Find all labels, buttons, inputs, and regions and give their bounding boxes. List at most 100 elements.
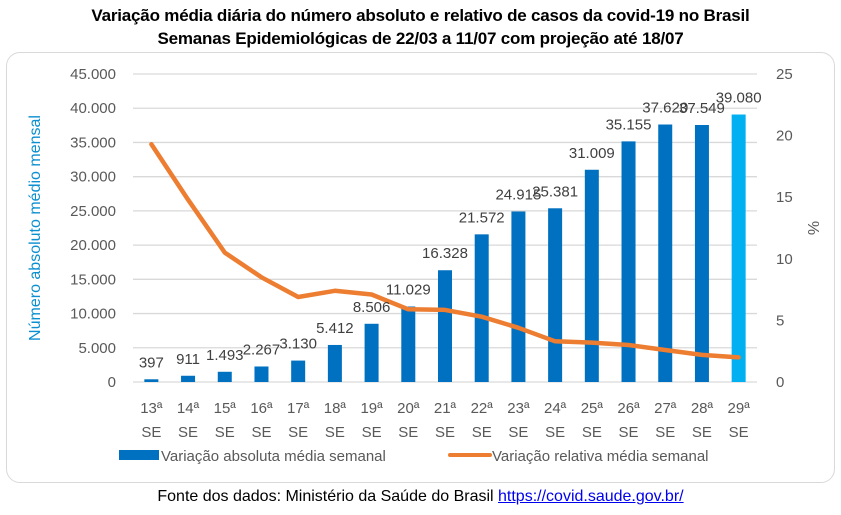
x-tick-label-sub: SE bbox=[508, 424, 528, 441]
x-tick-label: 20ª bbox=[397, 400, 420, 417]
bar bbox=[548, 208, 563, 382]
line-series bbox=[149, 141, 741, 360]
bar bbox=[327, 344, 342, 382]
y-left-tick-label: 20.000 bbox=[70, 237, 116, 254]
legend: Variação absoluta média semanal Variação… bbox=[119, 448, 709, 465]
bar-data-label: 3.130 bbox=[279, 336, 317, 353]
bar-data-label: 911 bbox=[176, 351, 200, 368]
bar-data-label: 39.080 bbox=[716, 90, 762, 107]
y-left-tick-label: 45.000 bbox=[70, 66, 116, 83]
bar bbox=[658, 124, 673, 383]
x-tick-label-sub: SE bbox=[362, 424, 382, 441]
bar-data-label: 11.029 bbox=[386, 282, 431, 299]
bar bbox=[291, 360, 306, 382]
x-tick-label-sub: SE bbox=[472, 424, 492, 441]
x-tick-label-sub: SE bbox=[655, 424, 675, 441]
x-tick-label: 15ª bbox=[214, 400, 237, 417]
right-axis-ticks: 0 5 10 15 20 25 bbox=[776, 66, 793, 391]
bar-data-label: 16.328 bbox=[422, 245, 468, 262]
x-tick-label: 29ª bbox=[728, 400, 751, 417]
x-tick-label: 18ª bbox=[324, 400, 347, 417]
bar-data-label: 5.412 bbox=[316, 320, 354, 337]
x-tick-label-sub: SE bbox=[619, 424, 639, 441]
y-right-tick-label: 5 bbox=[776, 312, 784, 329]
x-tick-label: 16ª bbox=[250, 400, 273, 417]
bar-data-label: 37.620 bbox=[642, 100, 688, 117]
x-tick-label: 23ª bbox=[507, 400, 530, 417]
x-tick-label: 27ª bbox=[654, 400, 677, 417]
x-tick-label-sub: SE bbox=[692, 424, 712, 441]
x-tick-label: 25ª bbox=[581, 400, 604, 417]
x-tick-label-sub: SE bbox=[251, 424, 271, 441]
y-left-tick-label: 40.000 bbox=[70, 100, 116, 117]
x-tick-label: 22ª bbox=[471, 400, 494, 417]
x-tick-label: 24ª bbox=[544, 400, 567, 417]
y-right-tick-label: 10 bbox=[776, 251, 793, 268]
bar-data-label: 31.009 bbox=[569, 145, 615, 162]
x-tick-label: 28ª bbox=[691, 400, 714, 417]
source-text: Fonte dos dados: Ministério da Saúde do … bbox=[157, 488, 499, 505]
legend-label-bar: Variação absoluta média semanal bbox=[161, 448, 386, 465]
y-left-tick-label: 15.000 bbox=[70, 271, 116, 288]
bar bbox=[694, 124, 709, 382]
y-left-tick-label: 0 bbox=[108, 374, 116, 391]
x-tick-label-sub: SE bbox=[398, 424, 418, 441]
x-tick-label: 19ª bbox=[360, 400, 383, 417]
legend-label-line: Variação relativa média semanal bbox=[492, 448, 709, 465]
x-tick-label-sub: SE bbox=[582, 424, 602, 441]
chart-subtitle: Semanas Epidemiológicas de 22/03 a 11/07… bbox=[157, 29, 684, 48]
x-axis-ticks: 13ª SE 14ª SE 15ª SE 16ª SE 17ª SE 18ª SE 19ª SE 20ª SE… bbox=[140, 400, 750, 441]
bar-data-label: 25.381 bbox=[532, 183, 578, 200]
bar bbox=[181, 375, 196, 382]
x-tick-label-sub: SE bbox=[288, 424, 308, 441]
bar bbox=[584, 169, 599, 382]
x-tick-label: 17ª bbox=[287, 400, 310, 417]
y-right-tick-label: 0 bbox=[776, 374, 784, 391]
bar-data-label: 1.493 bbox=[206, 347, 244, 364]
bar-data-label: 24.915 bbox=[495, 186, 541, 203]
x-tick-label-sub: SE bbox=[545, 424, 565, 441]
y-left-tick-label: 30.000 bbox=[70, 169, 116, 186]
y-left-tick-label: 25.000 bbox=[70, 203, 116, 220]
x-tick-label: 14ª bbox=[177, 400, 200, 417]
x-tick-label: 13ª bbox=[140, 400, 163, 417]
x-tick-label-sub: SE bbox=[325, 424, 345, 441]
legend-swatch-bar bbox=[119, 450, 159, 460]
bar-data-label: 37.549 bbox=[679, 100, 725, 117]
bar bbox=[144, 379, 159, 382]
bar-data-label: 2.267 bbox=[243, 341, 281, 358]
chart-frame bbox=[6, 52, 835, 483]
bar bbox=[731, 114, 746, 383]
bar-data-label: 21.572 bbox=[459, 209, 505, 226]
x-tick-label: 21ª bbox=[434, 400, 457, 417]
bar-data-label: 35.155 bbox=[606, 116, 652, 133]
y-left-tick-label: 10.000 bbox=[70, 306, 116, 323]
bar bbox=[401, 306, 416, 382]
bar bbox=[511, 211, 526, 382]
bar bbox=[364, 323, 379, 382]
y-right-tick-label: 25 bbox=[776, 66, 793, 83]
y-left-tick-label: 35.000 bbox=[70, 134, 116, 151]
x-tick-label-sub: SE bbox=[178, 424, 198, 441]
x-tick-label-sub: SE bbox=[729, 424, 749, 441]
bar bbox=[438, 270, 452, 382]
y-axis-right-label: % bbox=[804, 221, 821, 235]
bar bbox=[621, 141, 636, 382]
x-tick-label-sub: SE bbox=[141, 424, 161, 441]
source-link[interactable]: https://covid.saude.gov.br/ bbox=[498, 488, 684, 505]
bar bbox=[254, 366, 269, 382]
x-tick-label-sub: SE bbox=[435, 424, 455, 441]
chart-title: Variação média diária do número absoluto… bbox=[91, 6, 750, 25]
y-right-tick-label: 15 bbox=[776, 189, 793, 206]
y-axis-left-label: Número absoluto médio mensal bbox=[27, 115, 44, 341]
y-left-tick-label: 5.000 bbox=[78, 340, 116, 357]
x-tick-label-sub: SE bbox=[215, 424, 235, 441]
bar bbox=[217, 371, 232, 382]
source-note: Fonte dos dados: Ministério da Saúde do … bbox=[0, 488, 841, 506]
bar-data-label: 397 bbox=[139, 354, 164, 371]
bar-data-label: 8.506 bbox=[353, 299, 391, 316]
y-right-tick-label: 20 bbox=[776, 128, 793, 145]
bar bbox=[474, 234, 489, 382]
